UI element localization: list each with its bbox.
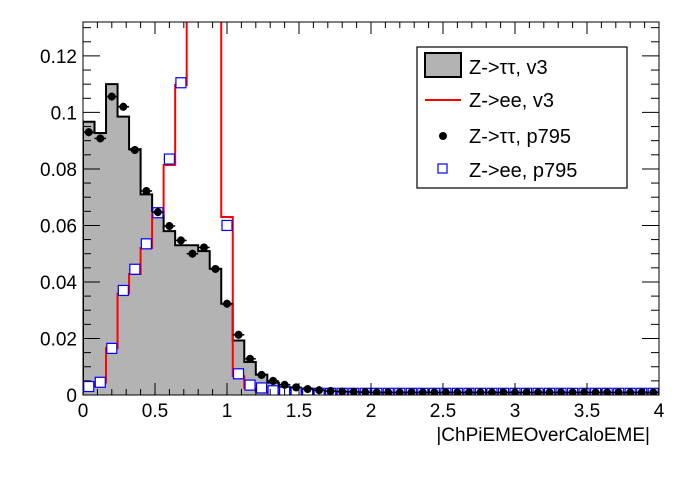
marker-ee-p795 [255, 382, 268, 394]
y-tick-label: 0.1 [51, 103, 77, 124]
marker-tautau-p795 [211, 264, 220, 273]
marker-tautau-p795 [464, 388, 473, 395]
x-tick-label: 2 [366, 401, 377, 422]
y-tick-label: 0.04 [40, 273, 77, 294]
y-tick-label: 0 [66, 386, 77, 407]
axes: 0 0.5 1 1.5 2 2.5 3 3.5 4 0 0.02 0.04 0.06 0.08 0.1 0.1… [40, 21, 665, 422]
legend-swatch-tautau-v3 [424, 52, 462, 78]
marker-tautau-p795 [407, 388, 416, 395]
marker-tautau-p795 [499, 388, 508, 395]
marker-tautau-p795 [246, 354, 255, 363]
legend-label-tautau-v3: Z->ττ, v3 [469, 57, 548, 79]
marker-tautau-p795 [384, 388, 393, 395]
y-tick-label: 0.06 [40, 216, 77, 237]
x-tick-label: 1.5 [286, 401, 312, 422]
x-tick-label: 2.5 [430, 401, 456, 422]
marker-tautau-p795 [130, 146, 139, 155]
legend-marker-tautau-p795 [439, 132, 447, 140]
marker-tautau-p795 [165, 222, 174, 231]
marker-tautau-p795 [430, 388, 439, 395]
x-tick-label: 4 [654, 401, 665, 422]
hist-fill-tautau-v3 [83, 84, 659, 395]
marker-tautau-p795 [361, 388, 370, 395]
legend: Z->ττ, v3 Z->ee, v3 Z->ττ, p795 Z->ee, p… [416, 46, 628, 189]
marker-ee-p795 [106, 342, 118, 354]
marker-tautau-p795 [199, 243, 208, 252]
marker-tautau-p795 [545, 388, 554, 395]
marker-tautau-p795 [292, 383, 301, 392]
y-tick-label: 0.08 [40, 160, 77, 181]
marker-tautau-p795 [372, 388, 381, 395]
marker-ee-p795 [129, 263, 141, 275]
marker-tautau-p795 [441, 388, 450, 395]
marker-ee-p795 [232, 368, 245, 380]
marker-tautau-p795 [614, 388, 623, 395]
marker-tautau-p795 [96, 134, 105, 143]
marker-ee-p795 [83, 380, 95, 393]
marker-tautau-p795 [223, 299, 231, 308]
marker-tautau-p795 [176, 236, 185, 245]
marker-tautau-p795 [418, 388, 427, 395]
marker-tautau-p795 [142, 186, 151, 195]
marker-tautau-p795 [591, 388, 600, 395]
legend-label-ee-v3: Z->ee, v3 [469, 90, 554, 112]
marker-ee-p795 [117, 284, 129, 297]
marker-tautau-p795 [119, 102, 128, 111]
marker-tautau-p795 [303, 385, 312, 394]
marker-tautau-p795 [487, 388, 496, 395]
marker-ee-p795 [175, 77, 187, 89]
marker-tautau-p795 [269, 376, 278, 385]
y-tick-label: 0.12 [40, 47, 77, 68]
marker-tautau-p795 [234, 330, 243, 339]
marker-tautau-p795 [534, 388, 543, 395]
legend-marker-ee-p795 [437, 163, 448, 174]
x-tick-label: 0.5 [142, 401, 168, 422]
legend-label-ee-p795: Z->ee, p795 [469, 160, 577, 182]
marker-ee-p795 [163, 153, 175, 165]
x-tick-label: 3.5 [574, 401, 600, 422]
marker-ee-p795 [94, 376, 106, 388]
marker-tautau-p795 [557, 388, 566, 395]
marker-tautau-p795 [153, 208, 162, 217]
y-tick-label: 0.02 [40, 329, 77, 350]
marker-tautau-p795 [326, 387, 335, 395]
marker-tautau-p795 [476, 388, 485, 395]
legend-label-tautau-p795: Z->ττ, p795 [469, 126, 571, 148]
x-tick-label: 1 [222, 401, 233, 422]
marker-ee-p795 [267, 385, 279, 395]
x-tick-label: 3 [510, 401, 521, 422]
marker-tautau-p795 [315, 386, 324, 395]
marker-tautau-p795 [280, 380, 289, 389]
marker-ee-p795 [244, 379, 256, 391]
marker-tautau-p795 [107, 92, 116, 101]
plot-area [83, 22, 659, 395]
marker-ee-p795 [140, 238, 152, 250]
marker-tautau-p795 [637, 388, 646, 395]
x-tick-label: 0 [78, 401, 89, 422]
marker-tautau-p795 [349, 387, 358, 395]
marker-tautau-p795 [84, 128, 93, 137]
marker-tautau-p795 [188, 249, 197, 258]
marker-tautau-p795 [603, 388, 612, 395]
marker-tautau-p795 [580, 388, 589, 395]
marker-tautau-p795 [649, 388, 658, 395]
marker-ee-p795 [221, 219, 233, 232]
x-axis-label: |ChPiEMEOverCaloEME| [436, 425, 650, 446]
marker-tautau-p795 [257, 370, 266, 379]
marker-tautau-p795 [522, 388, 531, 395]
